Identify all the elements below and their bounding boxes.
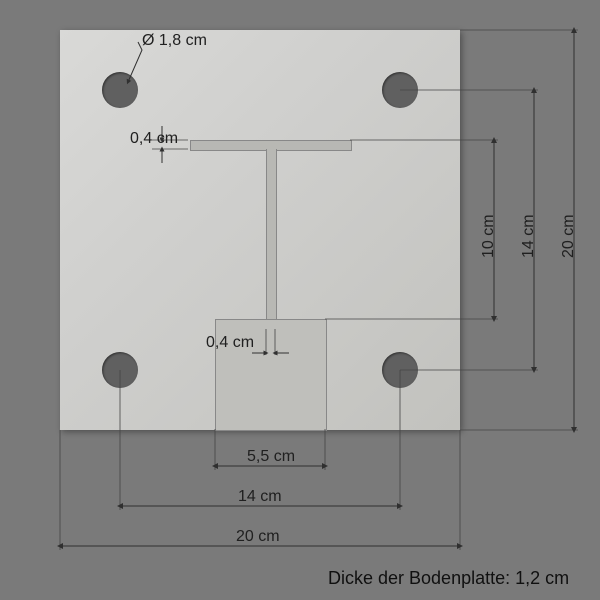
mounting-hole	[102, 72, 138, 108]
label-55: 5,5 cm	[247, 448, 295, 466]
label-web-thickness: 0,4 cm	[206, 334, 254, 352]
label-20h: 20 cm	[560, 214, 578, 258]
label-10h: 10 cm	[480, 214, 498, 258]
label-20w: 20 cm	[236, 528, 280, 546]
mounting-hole	[382, 352, 418, 388]
plate-thickness-note: Dicke der Bodenplatte: 1,2 cm	[328, 568, 569, 589]
label-flange-thickness: 0,4 cm	[130, 130, 178, 148]
label-14w: 14 cm	[238, 488, 282, 506]
diagram-stage: Ø 1,8 cm 0,4 cm 0,4 cm 5,5 cm 14 cm 20 c…	[0, 0, 600, 600]
tbeam-web	[266, 149, 277, 319]
label-14h: 14 cm	[520, 214, 538, 258]
mounting-hole	[102, 352, 138, 388]
label-diameter: Ø 1,8 cm	[142, 32, 207, 50]
mounting-hole	[382, 72, 418, 108]
